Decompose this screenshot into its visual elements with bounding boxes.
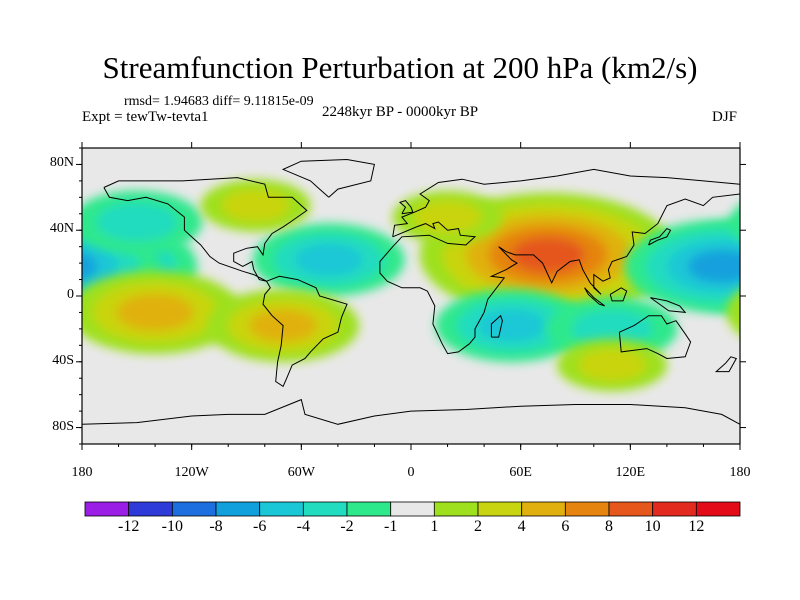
colorbar-label: 2 xyxy=(474,518,482,535)
coastline-sumatra xyxy=(584,287,606,307)
colorbar-label: -10 xyxy=(161,518,183,535)
lon-label: 60W xyxy=(287,465,315,480)
contour-level xyxy=(96,202,178,242)
feature-south-pacific-high xyxy=(82,270,740,354)
lon-label: 180 xyxy=(729,465,751,480)
feature-north-atlantic-eurasia-high xyxy=(392,190,503,244)
coastline-japan xyxy=(648,227,672,246)
lon-label: 120E xyxy=(615,465,646,480)
colorbar-swatch xyxy=(695,501,741,517)
colorbar-swatch xyxy=(390,501,435,517)
lat-label: 0 xyxy=(67,287,74,302)
lon-label: 60E xyxy=(509,465,532,480)
coastline-australia xyxy=(618,315,692,360)
contour-level xyxy=(578,349,646,382)
contour-level xyxy=(221,189,290,222)
colorbar-label: -8 xyxy=(209,518,223,535)
colorbar-label: 10 xyxy=(644,518,661,535)
colorbar-label: -6 xyxy=(252,518,267,535)
coastline-north-america xyxy=(103,177,308,282)
feature-north-america-high xyxy=(200,179,311,232)
colorbar-label: 6 xyxy=(561,518,570,535)
coastline-new-guinea xyxy=(650,297,687,314)
contour-level xyxy=(295,243,363,276)
feature-north-pacific-low xyxy=(82,190,740,254)
colorbar-swatch xyxy=(564,501,610,517)
coastline-indonesia-borneo xyxy=(609,287,628,302)
colorbar-swatch xyxy=(608,501,654,517)
contour-level xyxy=(729,204,740,240)
contour-level xyxy=(82,252,98,281)
colorbar-label: -2 xyxy=(340,518,354,535)
colorbar-swatch xyxy=(302,501,348,517)
lat-label: 40S xyxy=(52,352,74,368)
contour-level xyxy=(571,309,653,349)
coastlines xyxy=(82,158,740,425)
colorbar-label: 4 xyxy=(517,518,526,535)
lon-label: 120W xyxy=(174,465,209,480)
colorbar-label: 1 xyxy=(430,518,439,535)
colorbar-swatch xyxy=(84,501,130,517)
contour-level xyxy=(726,290,740,335)
contour-level xyxy=(688,250,740,283)
colorbar-swatch xyxy=(521,501,566,517)
coastline-madagascar xyxy=(490,314,503,338)
colorbar-label: -4 xyxy=(296,518,310,535)
lat-label: 80N xyxy=(49,155,74,171)
colorbar-swatch xyxy=(652,501,697,517)
contour-level xyxy=(413,201,482,234)
lat-label: 80S xyxy=(52,418,74,434)
colorbar-swatch xyxy=(215,501,261,517)
period-label: 2248kyr BP - 0000kyr BP xyxy=(322,104,479,120)
colorbar xyxy=(84,501,741,517)
feature-southern-ocean-high xyxy=(557,338,668,392)
colorbar-swatch xyxy=(128,501,173,517)
colorbar-label: -12 xyxy=(117,518,140,535)
coastline-antarctica xyxy=(82,398,740,425)
axis-ticks xyxy=(76,142,746,450)
coastline-new-zealand xyxy=(714,356,738,373)
colorbar-label: -1 xyxy=(383,518,398,535)
lat-label: 40N xyxy=(49,221,74,237)
map-title: Streamfunction Perturbation at 200 hPa (… xyxy=(102,50,698,85)
contour-level xyxy=(477,309,546,342)
rmsd-stats: rmsd= 1.94683 diff= 9.11815e-09 xyxy=(124,94,314,109)
coastline-south-america xyxy=(262,275,348,388)
colorbar-swatch xyxy=(346,501,392,517)
colorbar-swatch xyxy=(433,501,479,517)
colorbar-label: 12 xyxy=(688,518,705,535)
season-label: DJF xyxy=(712,109,738,125)
experiment-label: Expt = tewTw-tevta1 xyxy=(82,109,209,125)
colorbar-swatch xyxy=(259,501,304,517)
colorbar-swatch xyxy=(477,501,523,517)
lon-label: 180 xyxy=(71,465,93,480)
contour-level xyxy=(116,293,194,331)
coastline-greenland xyxy=(281,158,375,198)
lon-label: 0 xyxy=(407,465,415,480)
coastline-uk xyxy=(399,200,414,215)
coastline-eurasia-africa xyxy=(379,168,740,355)
colorbar-label: 8 xyxy=(605,518,613,535)
colorbar-swatch xyxy=(171,501,217,517)
